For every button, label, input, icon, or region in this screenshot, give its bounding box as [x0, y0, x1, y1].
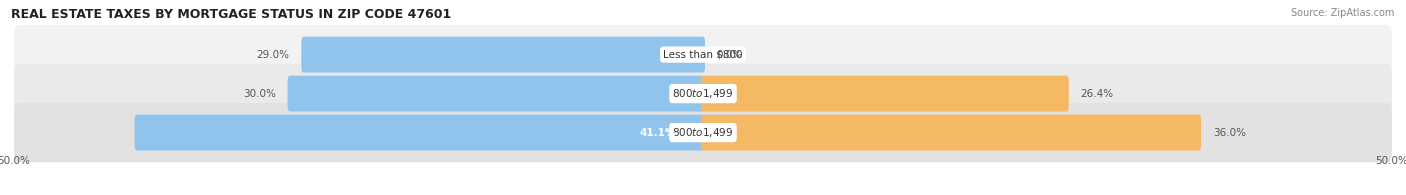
Text: 29.0%: 29.0%: [257, 50, 290, 60]
Text: $800 to $1,499: $800 to $1,499: [672, 126, 734, 139]
Legend: Without Mortgage, With Mortgage: Without Mortgage, With Mortgage: [598, 194, 808, 195]
FancyBboxPatch shape: [14, 103, 1392, 162]
FancyBboxPatch shape: [135, 115, 704, 151]
FancyBboxPatch shape: [301, 37, 704, 73]
FancyBboxPatch shape: [288, 76, 704, 112]
FancyBboxPatch shape: [14, 25, 1392, 84]
FancyBboxPatch shape: [702, 115, 1201, 151]
FancyBboxPatch shape: [14, 64, 1392, 123]
Text: 26.4%: 26.4%: [1081, 89, 1114, 99]
Text: 41.1%: 41.1%: [640, 128, 675, 138]
Text: REAL ESTATE TAXES BY MORTGAGE STATUS IN ZIP CODE 47601: REAL ESTATE TAXES BY MORTGAGE STATUS IN …: [11, 8, 451, 21]
Text: 36.0%: 36.0%: [1213, 128, 1246, 138]
Text: Source: ZipAtlas.com: Source: ZipAtlas.com: [1291, 8, 1395, 18]
Text: 30.0%: 30.0%: [243, 89, 276, 99]
Text: 0.0%: 0.0%: [717, 50, 742, 60]
FancyBboxPatch shape: [702, 76, 1069, 112]
Text: Less than $800: Less than $800: [664, 50, 742, 60]
Text: $800 to $1,499: $800 to $1,499: [672, 87, 734, 100]
